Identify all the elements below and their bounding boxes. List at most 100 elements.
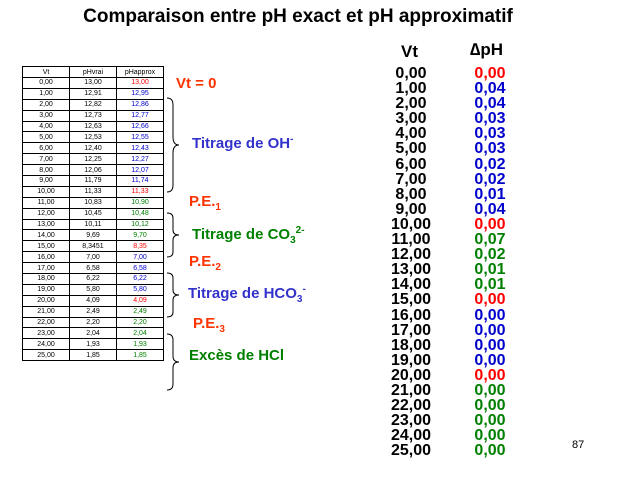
cell-phapprox: 10,12 (116, 218, 164, 231)
dph-value: 0,01 (474, 276, 506, 294)
dph-value: 0,04 (474, 200, 506, 218)
cell-phvrai: 10,45 (69, 207, 117, 220)
cell-phapprox: 7,00 (116, 251, 164, 264)
table-row: 4,00 12,63 12,66 (22, 120, 164, 133)
cell-vt: 8,00 (22, 164, 70, 177)
dph-value: 0,00 (474, 366, 506, 384)
dph-value: 0,00 (474, 291, 506, 309)
cell-vt: 9,00 (22, 175, 70, 187)
table-row: 6,00 12,40 12,43 (22, 142, 164, 155)
cell-vt: 5,00 (22, 131, 70, 144)
label-titrage-oh-sup: - (290, 134, 294, 145)
label-titrage-oh-text: Titrage de OH (192, 135, 291, 152)
table-row: 15,00 8,3451 8,35 (22, 240, 164, 253)
dph-value: 0,01 (474, 261, 506, 279)
dph-value: 0,02 (474, 155, 506, 173)
cell-phapprox: 12,43 (116, 142, 164, 155)
cell-vt: 0,00 (22, 77, 70, 89)
vt-value: 4,00 (395, 125, 427, 143)
vt-value: 23,00 (390, 412, 432, 430)
cell-phapprox: 6,22 (116, 273, 164, 285)
vt-value: 21,00 (390, 381, 432, 399)
cell-vt: 23,00 (22, 327, 70, 340)
cell-phapprox: 6,58 (116, 262, 164, 275)
cell-phvrai: 11,79 (69, 175, 117, 187)
table-row: 19,00 5,80 5,80 (22, 283, 164, 296)
dph-value: 0,00 (474, 442, 506, 460)
cell-phapprox: 4,09 (116, 294, 164, 307)
ph-data-table: Vt pHvrai pHapprox 0,00 13,00 13,00 1,00 12,… (22, 66, 164, 362)
label-pe2-sub: 2 (215, 262, 221, 273)
dph-value: 0,04 (474, 95, 506, 113)
vt-value: 15,00 (390, 291, 432, 309)
table-row: 14,00 9,69 9,70 (22, 229, 164, 242)
cell-phvrai: 6,22 (69, 273, 117, 285)
table-row: 25,00 1,85 1,85 (22, 349, 164, 362)
cell-vt: 4,00 (22, 120, 70, 133)
dph-value: 0,03 (474, 125, 506, 143)
dph-value: 0,00 (474, 397, 506, 415)
vt-value: 3,00 (395, 110, 427, 128)
page-number: 87 (572, 439, 585, 451)
table-row: 11,00 10,83 10,90 (22, 196, 164, 209)
table-row: 17,00 6,58 6,58 (22, 262, 164, 275)
table-row: 13,00 10,11 10,12 (22, 218, 164, 231)
dph-value: 0,07 (474, 231, 506, 249)
cell-phapprox: 12,66 (116, 120, 164, 133)
cell-vt: 12,00 (22, 207, 70, 220)
cell-vt: 24,00 (22, 338, 70, 351)
right-header-vt: Vt (401, 42, 418, 61)
dph-value: 0,00 (474, 381, 506, 399)
dph-value: 0,00 (474, 336, 506, 354)
cell-phapprox: 2,20 (116, 316, 164, 329)
cell-vt: 22,00 (22, 316, 70, 329)
cell-vt: 6,00 (22, 142, 70, 155)
cell-phapprox: 9,70 (116, 229, 164, 242)
dph-value: 0,01 (474, 185, 506, 203)
vt-value: 24,00 (390, 427, 432, 445)
label-vt0: Vt = 0 (176, 75, 217, 92)
cell-phvrai: 12,06 (69, 164, 117, 177)
cell-vt: 11,00 (22, 196, 70, 209)
cell-phvrai: 12,40 (69, 142, 117, 155)
cell-phapprox: 12,07 (116, 164, 164, 177)
table-row: 5,00 12,53 12,55 (22, 131, 164, 144)
label-pe1: P.E.1 (189, 193, 221, 213)
vt-column: 0,00 1,00 2,00 3,00 4,00 5,00 6,00 7,00 8,00 9,00… (383, 65, 439, 458)
cell-vt: 14,00 (22, 229, 70, 242)
label-titrage-hco3-text: Titrage de HCO (188, 285, 297, 302)
cell-vt: 21,00 (22, 305, 70, 318)
cell-phapprox: 2,04 (116, 327, 164, 340)
cell-phapprox: 12,27 (116, 153, 164, 166)
brace-co3 (166, 212, 180, 258)
dph-value: 0,00 (474, 215, 506, 233)
table-row: 18,00 6,22 6,22 (22, 273, 164, 285)
cell-phvrai: 2,49 (69, 305, 117, 318)
brace-oh (166, 97, 180, 193)
vt-value: 18,00 (390, 336, 432, 354)
vt-value: 11,00 (391, 231, 431, 249)
cell-vt: 25,00 (22, 349, 70, 362)
cell-phapprox: 13,00 (116, 77, 164, 89)
vt-value: 2,00 (395, 95, 427, 113)
vt-value: 1,00 (395, 80, 427, 98)
cell-phvrai: 12,63 (69, 120, 117, 133)
cell-phapprox: 12,77 (116, 109, 164, 122)
label-titrage-hco3: Titrage de HCO3- (188, 284, 306, 305)
cell-phvrai: 12,82 (69, 98, 117, 111)
cell-phvrai: 4,09 (69, 294, 117, 307)
cell-phapprox: 11,33 (116, 185, 164, 198)
cell-vt: 17,00 (22, 262, 70, 275)
label-titrage-co3-text: Titrage de CO (192, 226, 291, 243)
slide-title: Comparaison entre pH exact et pH approxi… (83, 6, 513, 27)
label-titrage-hco3-sub: 3 (296, 294, 303, 305)
dph-value: 0,02 (474, 170, 506, 188)
cell-phapprox: 5,80 (116, 283, 164, 296)
cell-phvrai: 12,53 (69, 131, 117, 144)
vt-value: 20,00 (390, 366, 432, 384)
table-row: 1,00 12,91 12,95 (22, 87, 164, 100)
col-header-phapprox: pHapprox (116, 66, 164, 78)
cell-vt: 10,00 (22, 185, 70, 198)
cell-phvrai: 12,73 (69, 109, 117, 122)
cell-phvrai: 12,25 (69, 153, 117, 166)
